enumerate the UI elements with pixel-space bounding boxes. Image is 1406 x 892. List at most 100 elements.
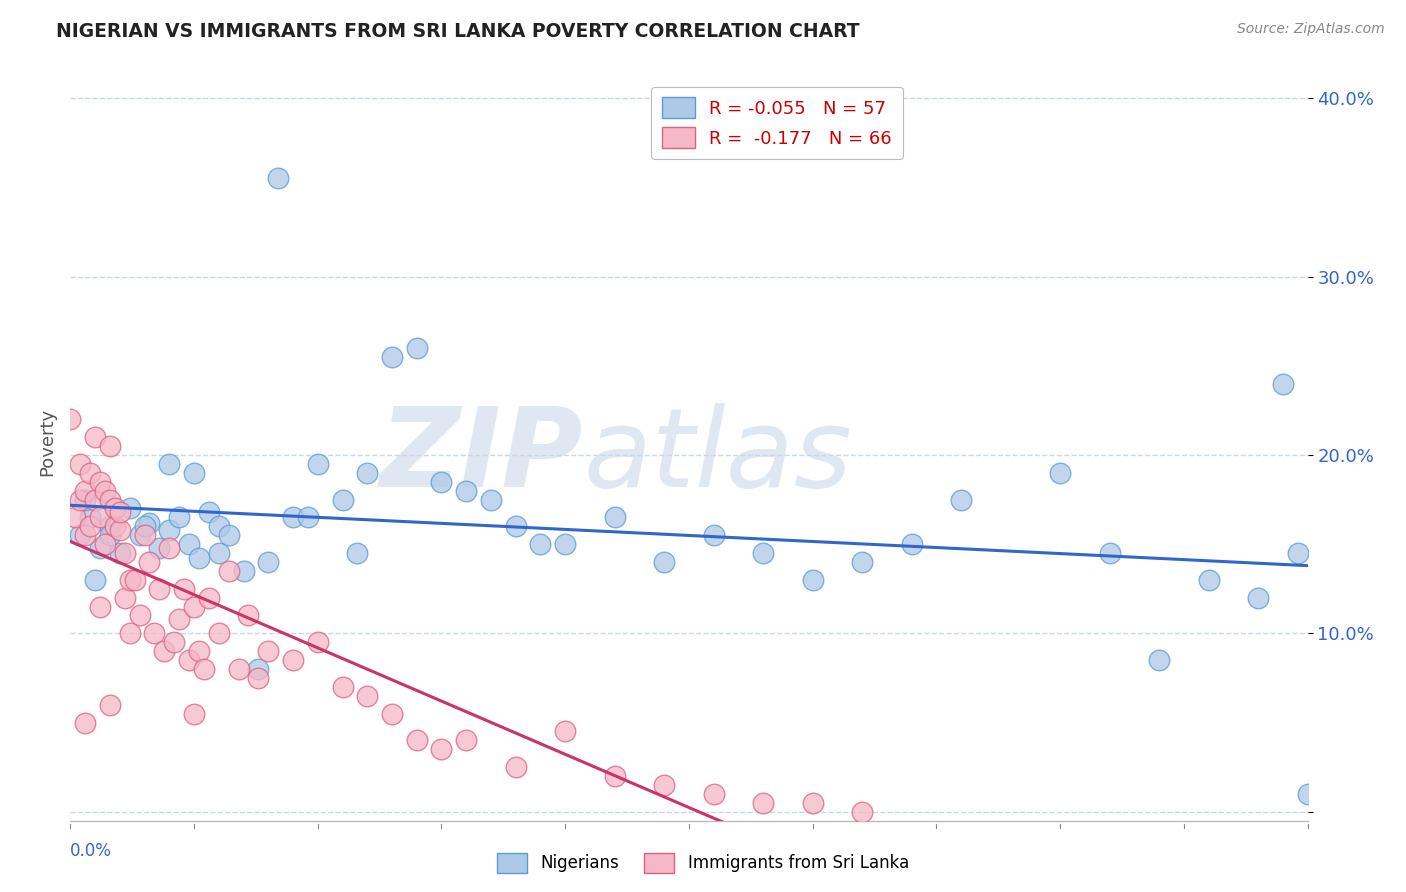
Point xyxy=(75,492,97,507)
Legend: R = -0.055   N = 57, R =  -0.177   N = 66: R = -0.055 N = 57, R = -0.177 N = 66 xyxy=(651,87,903,159)
Point xyxy=(332,680,354,694)
Point xyxy=(801,796,824,810)
Point xyxy=(79,519,101,533)
Point xyxy=(108,523,131,537)
Point xyxy=(228,662,250,676)
Point xyxy=(157,541,180,555)
Point xyxy=(257,644,280,658)
Point xyxy=(208,519,231,533)
Point xyxy=(84,492,107,507)
Point xyxy=(247,671,270,685)
Point xyxy=(79,510,101,524)
Point xyxy=(356,689,378,703)
Point xyxy=(188,551,211,566)
Point xyxy=(167,612,190,626)
Point xyxy=(79,466,101,480)
Point xyxy=(430,742,453,756)
Point xyxy=(104,501,127,516)
Point xyxy=(128,528,150,542)
Point xyxy=(89,599,111,614)
Point xyxy=(89,475,111,489)
Point xyxy=(163,635,186,649)
Point xyxy=(332,492,354,507)
Point xyxy=(281,510,304,524)
Point xyxy=(505,519,527,533)
Point xyxy=(232,564,254,578)
Point xyxy=(346,546,368,560)
Point xyxy=(529,537,551,551)
Point xyxy=(183,706,205,721)
Point xyxy=(505,760,527,774)
Point xyxy=(1247,591,1270,605)
Point xyxy=(98,492,121,507)
Point xyxy=(84,430,107,444)
Point xyxy=(703,787,725,801)
Point xyxy=(603,769,626,783)
Point xyxy=(218,564,240,578)
Point xyxy=(297,510,319,524)
Point xyxy=(89,541,111,555)
Point xyxy=(177,653,200,667)
Point xyxy=(652,778,675,792)
Point xyxy=(104,519,127,533)
Point xyxy=(405,341,427,355)
Point xyxy=(193,662,215,676)
Point xyxy=(381,706,404,721)
Point xyxy=(75,528,97,542)
Text: 0.0%: 0.0% xyxy=(70,842,112,860)
Point xyxy=(456,733,478,747)
Point xyxy=(752,796,775,810)
Text: Source: ZipAtlas.com: Source: ZipAtlas.com xyxy=(1237,22,1385,37)
Point xyxy=(703,528,725,542)
Point xyxy=(1198,573,1220,587)
Point xyxy=(218,528,240,542)
Point xyxy=(267,171,290,186)
Point xyxy=(208,626,231,640)
Point xyxy=(94,537,117,551)
Point xyxy=(157,457,180,471)
Point xyxy=(900,537,922,551)
Point xyxy=(84,573,107,587)
Point xyxy=(183,466,205,480)
Point xyxy=(208,546,231,560)
Point xyxy=(98,439,121,453)
Point xyxy=(69,492,91,507)
Point xyxy=(59,412,82,426)
Point xyxy=(148,582,170,596)
Point xyxy=(124,573,146,587)
Point xyxy=(307,635,329,649)
Point xyxy=(950,492,973,507)
Point xyxy=(167,510,190,524)
Point xyxy=(1271,376,1294,391)
Point xyxy=(1296,787,1319,801)
Point xyxy=(69,457,91,471)
Point xyxy=(134,519,156,533)
Text: ZIP: ZIP xyxy=(380,403,583,510)
Point xyxy=(752,546,775,560)
Point xyxy=(456,483,478,498)
Point xyxy=(75,715,97,730)
Point xyxy=(118,626,141,640)
Point xyxy=(851,555,873,569)
Point xyxy=(188,644,211,658)
Point xyxy=(801,573,824,587)
Point xyxy=(381,350,404,364)
Point xyxy=(173,582,195,596)
Point xyxy=(430,475,453,489)
Point xyxy=(75,483,97,498)
Point xyxy=(98,528,121,542)
Point xyxy=(1147,653,1170,667)
Point xyxy=(98,698,121,712)
Point xyxy=(652,555,675,569)
Point xyxy=(108,546,131,560)
Point xyxy=(238,608,260,623)
Point xyxy=(307,457,329,471)
Legend: Nigerians, Immigrants from Sri Lanka: Nigerians, Immigrants from Sri Lanka xyxy=(491,847,915,880)
Text: atlas: atlas xyxy=(583,403,852,510)
Point xyxy=(1098,546,1121,560)
Point xyxy=(405,733,427,747)
Point xyxy=(114,546,136,560)
Point xyxy=(69,528,91,542)
Point xyxy=(356,466,378,480)
Point xyxy=(554,537,576,551)
